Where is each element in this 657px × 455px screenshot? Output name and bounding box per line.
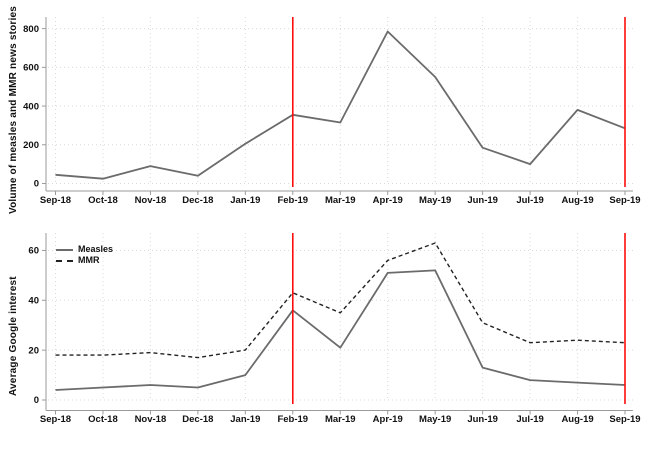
x-tick-label: Sep-18 xyxy=(40,414,71,425)
y-axis-title-google-interest: Average Google interest xyxy=(8,276,19,396)
legend-label-mmr: MMR xyxy=(78,255,100,265)
x-tick-label: Dec-18 xyxy=(182,195,213,206)
x-tick-label: Mar-19 xyxy=(325,195,356,206)
news-volume-chart: 0 200 400 600 800 Sep-18 Oct-18 Nov-18 Dec-18 Jan… xyxy=(23,17,641,206)
x-tick-label: Feb-19 xyxy=(277,414,308,425)
x-tick-label: Nov-18 xyxy=(135,195,167,206)
legend: Measles MMR xyxy=(56,244,113,266)
y-axis-title-news-volume: Volume of measles and MMR news stories xyxy=(8,5,19,214)
x-tick-label: Nov-18 xyxy=(135,414,167,425)
x-tick-label: Sep-19 xyxy=(609,195,640,206)
x-tick-label: Mar-19 xyxy=(325,414,356,425)
x-tick-label: Oct-18 xyxy=(88,195,118,206)
y-tick-label: 800 xyxy=(23,24,39,35)
google-interest-chart: 0 20 40 60 Sep-18 Oct-18 Nov-18 Dec-18 Jan-19 Feb… xyxy=(28,233,641,425)
series-line-mmr xyxy=(55,242,626,359)
x-tick-label: Jun-19 xyxy=(467,195,498,206)
x-tick-label: Aug-19 xyxy=(561,414,593,425)
x-tick-label: Jan-19 xyxy=(230,195,260,206)
y-tick-label: 400 xyxy=(23,101,39,112)
y-tick-label: 0 xyxy=(34,395,39,406)
y-tick-label: 600 xyxy=(23,63,39,74)
x-tick-label: Apr-19 xyxy=(373,414,403,425)
x-tick-label: Dec-18 xyxy=(182,414,213,425)
x-tick-label: Jul-19 xyxy=(516,195,543,206)
x-tick-label: May-19 xyxy=(419,414,451,425)
x-tick-label: Aug-19 xyxy=(561,195,593,206)
x-tick-label: Jan-19 xyxy=(230,414,260,425)
x-tick-label: May-19 xyxy=(419,195,451,206)
x-tick-label: Sep-19 xyxy=(609,414,640,425)
x-tick-label: Sep-18 xyxy=(40,195,71,206)
x-tick-label: Oct-18 xyxy=(88,414,118,425)
x-tick-label: Jun-19 xyxy=(467,414,498,425)
series-line-news-stories xyxy=(55,30,626,180)
x-tick-label: Apr-19 xyxy=(373,195,403,206)
series-line-measles xyxy=(55,269,626,391)
y-tick-label: 0 xyxy=(34,179,39,190)
mmr-line-sample-icon xyxy=(56,259,73,262)
y-tick-label: 200 xyxy=(23,140,39,151)
y-tick-label: 60 xyxy=(28,246,39,257)
x-tick-label: Jul-19 xyxy=(516,414,543,425)
legend-entry-mmr: MMR xyxy=(56,255,113,266)
measles-line-sample-icon xyxy=(56,248,73,251)
legend-label-measles: Measles xyxy=(78,244,114,254)
legend-entry-measles: Measles xyxy=(56,244,113,255)
y-tick-label: 40 xyxy=(28,295,39,306)
y-tick-label: 20 xyxy=(28,345,39,356)
x-tick-label: Feb-19 xyxy=(277,195,308,206)
